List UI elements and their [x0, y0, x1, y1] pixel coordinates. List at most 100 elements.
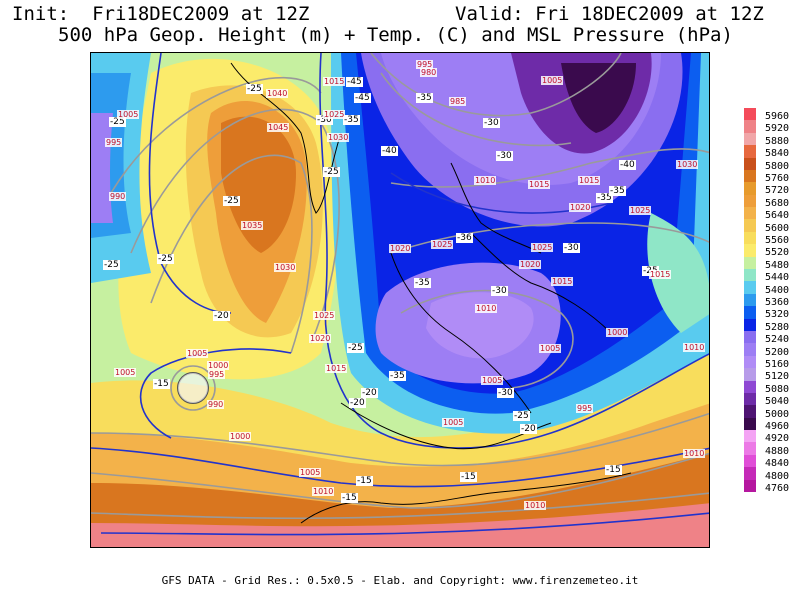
pressure-label: 1005 — [114, 368, 137, 377]
colorbar-level-label: 4920 — [765, 433, 790, 445]
temperature-label: -25 — [513, 411, 530, 421]
field-west-low — [91, 113, 113, 223]
pressure-label: 1010 — [474, 176, 497, 185]
colorbar-swatch — [744, 108, 756, 121]
temperature-label: -25 — [323, 167, 340, 177]
pressure-label: 1030 — [676, 160, 699, 169]
temperature-label: -40 — [381, 146, 398, 156]
temperature-label: -45 — [354, 93, 371, 103]
weather-map: -25 -30 -45 -45 -35 -35 -30 -30 -40 -40 -35 -35 -25-… — [90, 52, 710, 548]
colorbar-swatch — [744, 355, 756, 369]
colorbar-swatch — [744, 417, 756, 431]
pressure-label: 1025 — [313, 311, 336, 320]
colorbar-level-label: 5240 — [765, 334, 790, 346]
temperature-label: -25 — [157, 254, 174, 264]
pressure-label: 1005 — [186, 349, 209, 358]
temperature-label: -25 — [223, 196, 240, 206]
colorbar-swatch — [744, 120, 756, 134]
colorbar-level-label: 5200 — [765, 346, 790, 358]
colorbar-swatch — [744, 219, 756, 233]
temperature-label: -25 — [109, 117, 126, 127]
colorbar-level-label: 5440 — [765, 272, 790, 284]
pressure-label: 990 — [207, 400, 225, 409]
pressure-label: 1000 — [229, 432, 252, 441]
temperature-label: -35 — [416, 93, 433, 103]
temperature-label: -30 — [316, 115, 333, 125]
temperature-label: -15 — [605, 465, 622, 475]
colorbar-swatch — [744, 392, 756, 406]
pressure-label: 1005 — [442, 418, 465, 427]
colorbar-level-label: 4840 — [765, 458, 790, 470]
temperature-label: -30 — [483, 118, 500, 128]
colorbar-level-label: 5720 — [765, 185, 790, 197]
pressure-label: 1020 — [569, 203, 592, 212]
temperature-label: -20 — [520, 424, 537, 434]
colorbar-level-label: 5600 — [765, 222, 790, 234]
colorbar-level-label: 5000 — [765, 408, 790, 420]
pressure-label: 1010 — [524, 501, 547, 510]
pressure-label: 985 — [449, 97, 467, 106]
colorbar-swatch — [744, 169, 756, 183]
colorbar-level-label: 5880 — [765, 135, 790, 147]
colorbar-swatch — [744, 318, 756, 332]
temperature-label: -40 — [619, 160, 636, 170]
pressure-label: 995 — [208, 370, 226, 379]
colorbar-swatch — [744, 454, 756, 468]
pressure-label: 980 — [420, 68, 438, 77]
colorbar-level-label: 5120 — [765, 371, 790, 383]
temperature-label: -30 — [497, 388, 514, 398]
colorbar-level-label: 5160 — [765, 359, 790, 370]
pressure-label: 1025 — [531, 243, 554, 252]
temperature-label: -15 — [460, 472, 477, 482]
temperature-label: -25 — [246, 84, 263, 94]
temperature-label: -20 — [361, 388, 378, 398]
colorbar-level-label: 5560 — [765, 235, 790, 246]
temperature-label: -15 — [341, 493, 358, 503]
pressure-label: 995 — [576, 404, 594, 413]
temperature-label: -35 — [343, 115, 360, 125]
weather-map-canvas — [91, 53, 709, 547]
colorbar-swatch — [744, 306, 756, 320]
colorbar-swatch — [744, 194, 756, 208]
pressure-label: 1000 — [606, 328, 629, 337]
colorbar-swatch — [744, 330, 756, 344]
pressure-label: 1005 — [117, 110, 140, 119]
colorbar-level-label: 4880 — [765, 445, 790, 457]
pressure-label: 1030 — [327, 133, 350, 142]
colorbar-level-label: 5640 — [765, 210, 790, 222]
temperature-label: -36 — [456, 233, 473, 243]
colorbar-level-label: 5320 — [765, 309, 790, 321]
coastlines — [230, 62, 632, 524]
pressure-label: 1000 — [207, 361, 230, 370]
temperature-label: -45 — [346, 77, 363, 87]
field-central-low-core — [426, 292, 534, 359]
colorbar-swatch — [744, 380, 756, 394]
colorbar-swatch — [744, 157, 756, 171]
pressure-label: 1020 — [519, 260, 542, 269]
pressure-label: 1040 — [266, 89, 289, 98]
colorbar-swatch — [744, 368, 756, 381]
colorbar-level-label: 4960 — [765, 421, 790, 432]
temperature-label: -25 — [103, 260, 120, 270]
colorbar-level-label: 4800 — [765, 470, 790, 482]
temperature-label: -20 — [213, 311, 230, 321]
field-ridge-core — [221, 116, 296, 253]
colorbar-swatch — [744, 430, 756, 443]
colorbar-level-label: 5040 — [765, 396, 790, 408]
isobars — [91, 53, 709, 520]
colorbar-swatch — [744, 132, 756, 146]
pressure-label: 1030 — [274, 263, 297, 272]
pressure-label: 1025 — [431, 240, 454, 249]
colorbar-level-label: 5400 — [765, 284, 790, 296]
colorbar-level-label: 5840 — [765, 148, 790, 160]
colorbar-swatch — [744, 442, 756, 456]
colorbar-level-label: 5520 — [765, 247, 790, 259]
colorbar-swatch — [744, 182, 756, 196]
colorbar-swatch — [744, 256, 756, 270]
colorbar-swatch — [744, 281, 756, 295]
pressure-label: 1015 — [649, 270, 672, 279]
footer-credit: GFS DATA - Grid Res.: 0.5x0.5 - Elab. an… — [161, 574, 639, 587]
colorbar — [744, 108, 764, 493]
temperature-label: -35 — [596, 193, 613, 203]
colorbar-swatch — [744, 293, 756, 307]
